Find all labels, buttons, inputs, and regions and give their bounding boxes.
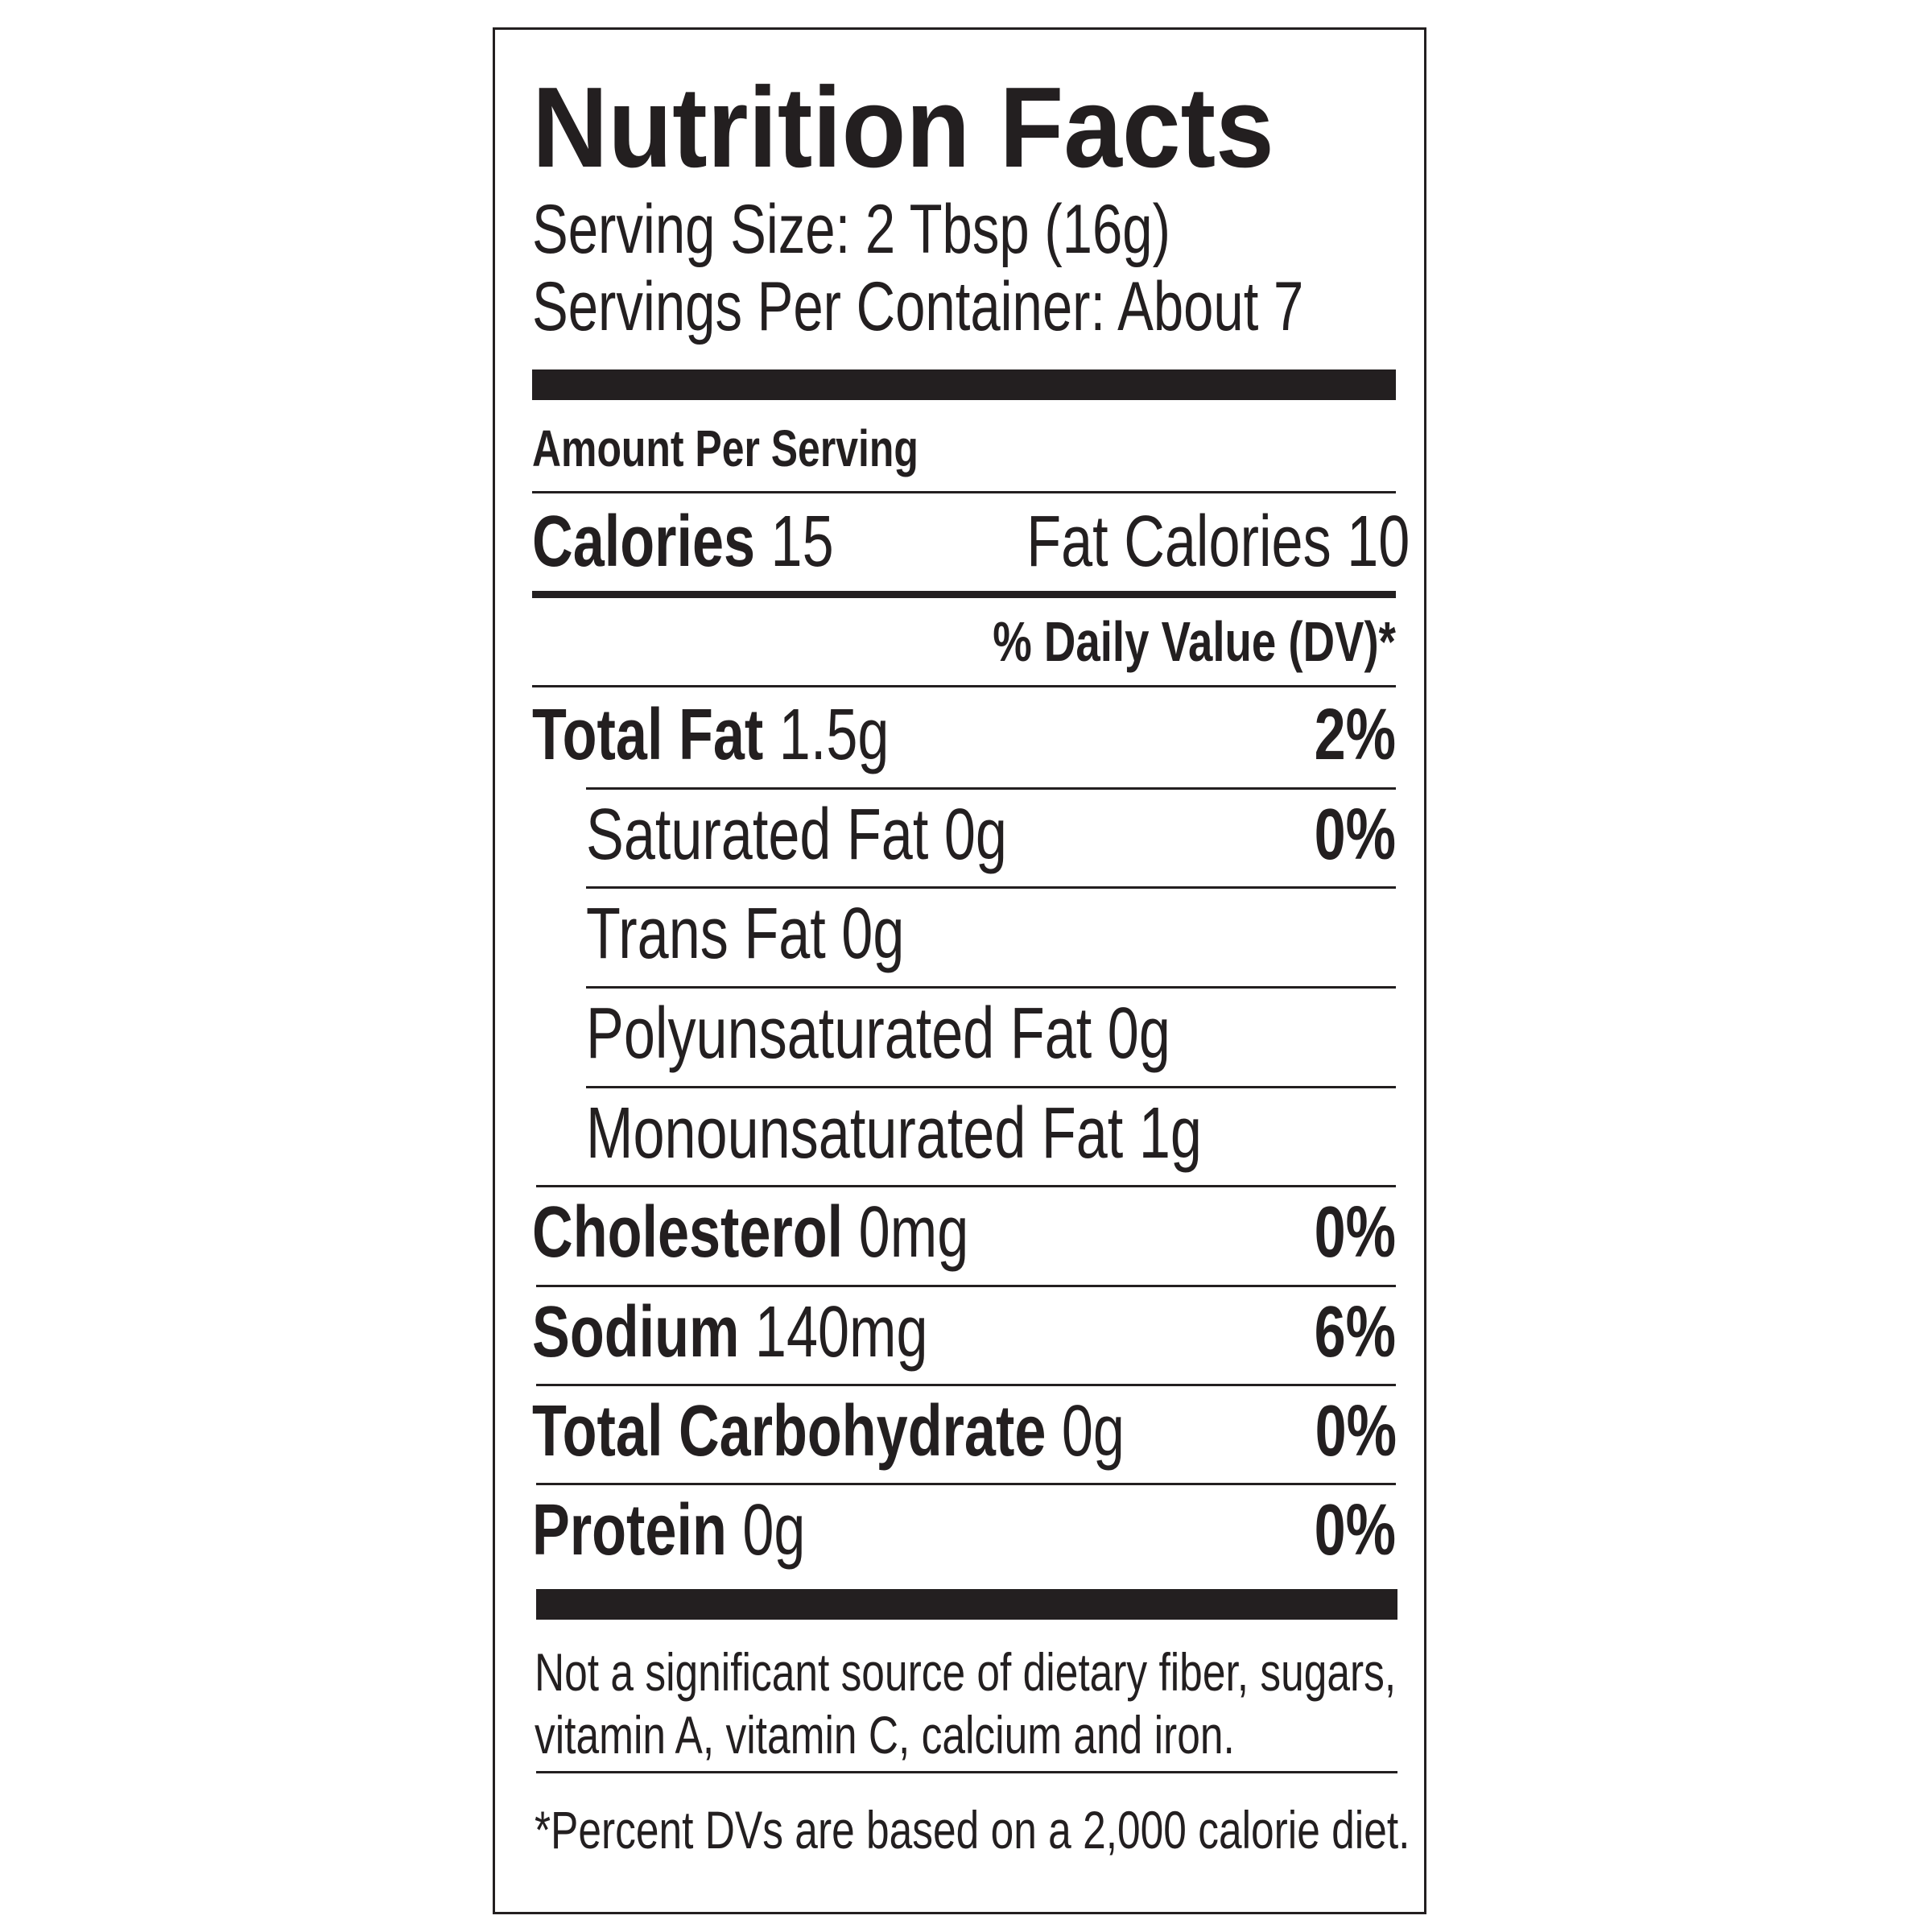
nutrient-name: Total Carbohydrate xyxy=(532,1390,1046,1472)
nutrient-name: Polyunsaturated Fat xyxy=(586,993,1092,1074)
nutrient-row: Polyunsaturated Fat 0g xyxy=(586,989,1396,1078)
divider xyxy=(536,1771,1397,1773)
nutrient-name: Saturated Fat xyxy=(586,794,929,875)
amount-per-serving: Amount Per Serving xyxy=(532,419,919,477)
divider xyxy=(536,1185,1396,1187)
nutrient-amount: 0g xyxy=(1107,993,1170,1074)
nutrient-dv: 2% xyxy=(1314,694,1396,775)
nutrient-row: Protein 0g 0% xyxy=(532,1486,1396,1575)
thick-divider xyxy=(532,369,1396,400)
divider xyxy=(586,787,1396,790)
nutrient-row: Total Fat 1.5g 2% xyxy=(532,691,1396,779)
dv-note: *Percent DVs are based on a 2,000 calori… xyxy=(535,1800,1410,1860)
nutrient-dv: 0% xyxy=(1315,1390,1397,1472)
nutrient-name: Trans Fat xyxy=(586,893,826,974)
nutrient-amount: 0g xyxy=(1061,1390,1125,1472)
divider xyxy=(536,1285,1396,1287)
nutrient-dv: 6% xyxy=(1314,1291,1396,1373)
nutrient-dv: 0% xyxy=(1314,794,1396,875)
nutrient-amount: 1g xyxy=(1138,1092,1202,1174)
nutrient-amount: 0mg xyxy=(858,1191,969,1273)
nutrient-name: Monounsaturated Fat xyxy=(586,1092,1124,1174)
medium-divider xyxy=(532,591,1396,598)
nutrient-amount: 0g xyxy=(943,794,1007,875)
servings-per-container: Servings Per Container: About 7 xyxy=(532,268,1304,345)
nutrient-name: Protein xyxy=(532,1489,727,1571)
footnote: vitamin A, vitamin C, calcium and iron. xyxy=(535,1705,1235,1765)
divider xyxy=(586,886,1396,889)
divider xyxy=(586,1086,1396,1088)
divider xyxy=(532,491,1396,493)
nutrient-row: Total Carbohydrate 0g 0% xyxy=(532,1387,1397,1476)
label-title: Nutrition Facts xyxy=(532,64,1274,192)
footnote: Not a significant source of dietary fibe… xyxy=(535,1642,1397,1702)
nutrient-amount: 140mg xyxy=(754,1291,928,1373)
nutrient-row: Monounsaturated Fat 1g xyxy=(586,1089,1396,1178)
nutrition-label-border xyxy=(493,27,1426,1914)
nutrient-row: Saturated Fat 0g 0% xyxy=(586,791,1396,879)
nutrient-name: Total Fat xyxy=(532,694,764,775)
nutrient-amount: 0g xyxy=(841,893,905,974)
nutrient-name: Cholesterol xyxy=(532,1191,844,1273)
serving-size: Serving Size: 2 Tbsp (16g) xyxy=(532,191,1170,268)
calories-row: Calories 15 Fat Calories 10 xyxy=(532,501,1410,582)
nutrient-dv: 0% xyxy=(1314,1191,1396,1273)
nutrient-amount: 0g xyxy=(742,1489,806,1571)
nutrient-row: Trans Fat 0g xyxy=(586,890,1396,978)
dv-header-row: % Daily Value (DV)* xyxy=(993,610,1396,673)
divider xyxy=(536,1483,1396,1485)
nutrient-row: Cholesterol 0mg 0% xyxy=(532,1188,1396,1277)
nutrient-name: Sodium xyxy=(532,1291,740,1373)
nutrient-amount: 1.5g xyxy=(778,694,890,775)
divider xyxy=(536,1384,1396,1386)
nutrient-row: Sodium 140mg 6% xyxy=(532,1288,1396,1377)
thick-divider xyxy=(536,1589,1397,1620)
nutrient-dv: 0% xyxy=(1314,1489,1396,1571)
divider xyxy=(532,685,1396,687)
divider xyxy=(586,986,1396,989)
